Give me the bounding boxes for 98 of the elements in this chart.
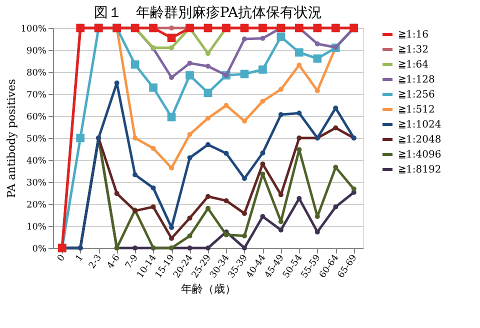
y-tick-label: 20% (26, 200, 47, 210)
x-axis-title: 年齢（歳） (181, 282, 236, 296)
point (333, 125, 338, 130)
point (224, 150, 229, 156)
point (206, 142, 210, 148)
point (276, 32, 286, 41)
point (313, 54, 322, 63)
y-tick-label: 0% (32, 244, 47, 254)
y-axis-title: PA antibody positives (4, 78, 18, 198)
point (187, 216, 192, 221)
point (132, 136, 138, 140)
x-tick-label: 4-6 (106, 252, 122, 271)
point (187, 246, 192, 250)
point (169, 26, 174, 30)
point (187, 132, 192, 137)
point (150, 146, 156, 151)
point (333, 164, 338, 170)
x-tick-label: 1 (74, 253, 86, 264)
x-tick-label: 2-3 (87, 252, 104, 271)
point (150, 204, 156, 210)
point (242, 176, 247, 181)
point (206, 116, 210, 121)
point (186, 71, 194, 80)
y-tick-label: 40% (26, 156, 47, 166)
point (167, 34, 176, 42)
point (296, 62, 302, 68)
point (242, 36, 247, 42)
legend-label: ≧1:256 (398, 90, 435, 100)
point (296, 110, 302, 116)
legend-label: ≧1:32 (398, 44, 428, 56)
point (296, 136, 302, 140)
chart-title: 図１ 年齢群別麻疹PA抗体保有状況 (94, 4, 322, 21)
y-tick-label: 10% (26, 222, 47, 232)
point (333, 204, 338, 210)
point (187, 155, 192, 160)
point (314, 214, 320, 220)
legend-label: ≧1:8192 (398, 164, 442, 176)
point (294, 48, 304, 57)
point (224, 232, 229, 238)
point (206, 246, 210, 250)
x-tick-label: 0 (56, 252, 68, 264)
legend-label: ≧1:16 (398, 30, 428, 40)
y-tick-label: 90% (26, 46, 47, 56)
point (114, 190, 120, 196)
point (169, 165, 174, 170)
x-tick-label: 7-9 (124, 252, 141, 271)
point (169, 236, 174, 241)
point (260, 98, 266, 104)
point (206, 64, 210, 69)
point (258, 65, 267, 74)
point (187, 233, 192, 238)
point (167, 112, 176, 122)
point (242, 233, 247, 238)
point (76, 134, 85, 142)
point (278, 86, 284, 92)
point (204, 88, 212, 98)
point (114, 80, 120, 86)
point (149, 83, 158, 92)
point (260, 214, 266, 220)
point (206, 206, 210, 211)
point (314, 88, 320, 94)
point (242, 210, 247, 216)
point (242, 246, 247, 250)
point (169, 45, 174, 50)
point (351, 186, 356, 192)
y-tick-label: 70% (26, 90, 47, 100)
point (169, 225, 174, 230)
point (132, 246, 138, 250)
point (206, 51, 210, 56)
point (278, 112, 284, 118)
point (224, 102, 229, 108)
point (240, 70, 249, 78)
legend-label: ≧1:1024 (398, 120, 442, 130)
y-tick-label: 50% (26, 134, 47, 144)
legend-label: ≧1:512 (398, 104, 435, 116)
point (242, 118, 247, 124)
point (278, 227, 284, 232)
y-tick-label: 80% (26, 68, 47, 78)
point (130, 60, 140, 69)
point (333, 106, 338, 111)
y-tick-label: 60% (26, 112, 47, 122)
point (224, 198, 229, 204)
point (169, 75, 174, 80)
point (150, 185, 156, 190)
y-tick-label: 30% (26, 178, 47, 188)
point (260, 150, 266, 156)
legend-label: ≧1:128 (398, 74, 435, 86)
point (206, 194, 210, 200)
point (260, 161, 266, 166)
point (314, 41, 320, 46)
legend-label: ≧1:64 (398, 60, 428, 70)
point (260, 36, 266, 41)
y-tick-label: 100% (20, 24, 47, 34)
point (132, 172, 138, 178)
point (187, 60, 192, 66)
point (278, 219, 284, 224)
legend-label: ≧1:4096 (398, 150, 442, 160)
legend-label: ≧1:2048 (398, 134, 442, 146)
